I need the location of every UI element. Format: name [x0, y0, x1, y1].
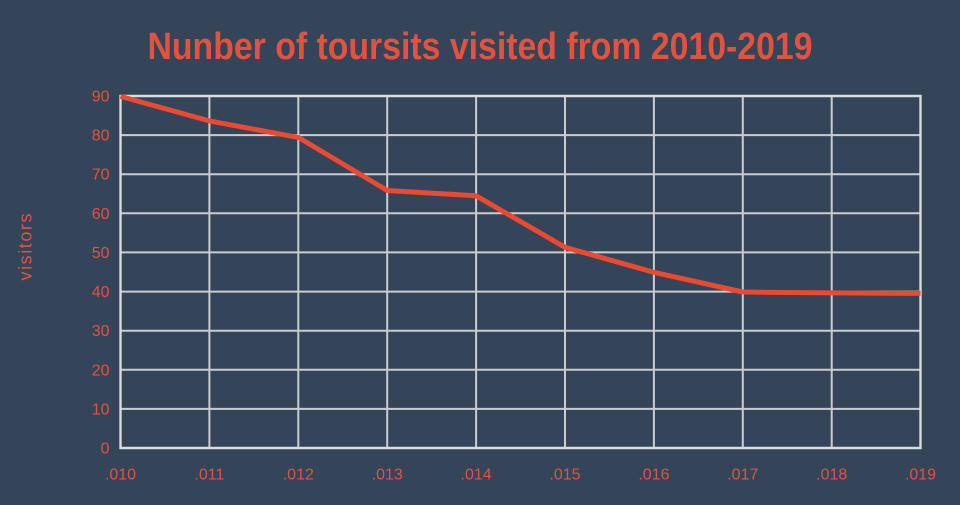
- svg-text:.013: .013: [372, 467, 403, 484]
- svg-text:.014: .014: [461, 467, 492, 484]
- svg-text:70: 70: [92, 167, 110, 184]
- svg-text:0: 0: [101, 441, 110, 458]
- svg-text:50: 50: [92, 245, 110, 262]
- svg-text:.015: .015: [549, 467, 580, 484]
- svg-text:.018: .018: [816, 467, 847, 484]
- svg-text:.012: .012: [283, 467, 314, 484]
- svg-text:80: 80: [92, 128, 110, 145]
- svg-text:20: 20: [92, 362, 110, 379]
- svg-text:40: 40: [92, 284, 110, 301]
- svg-text:visitors: visitors: [16, 214, 36, 281]
- svg-text:30: 30: [92, 323, 110, 340]
- svg-text:.017: .017: [727, 467, 758, 484]
- svg-text:.011: .011: [194, 467, 224, 484]
- svg-text:.019: .019: [905, 467, 936, 484]
- svg-text:10: 10: [92, 401, 110, 418]
- svg-text:Nunber of toursits visited fro: Nunber of toursits visited from 2010-201…: [148, 26, 813, 68]
- svg-text:90: 90: [92, 89, 110, 106]
- svg-text:.010: .010: [105, 467, 136, 484]
- svg-text:60: 60: [92, 206, 110, 223]
- svg-text:.016: .016: [638, 467, 669, 484]
